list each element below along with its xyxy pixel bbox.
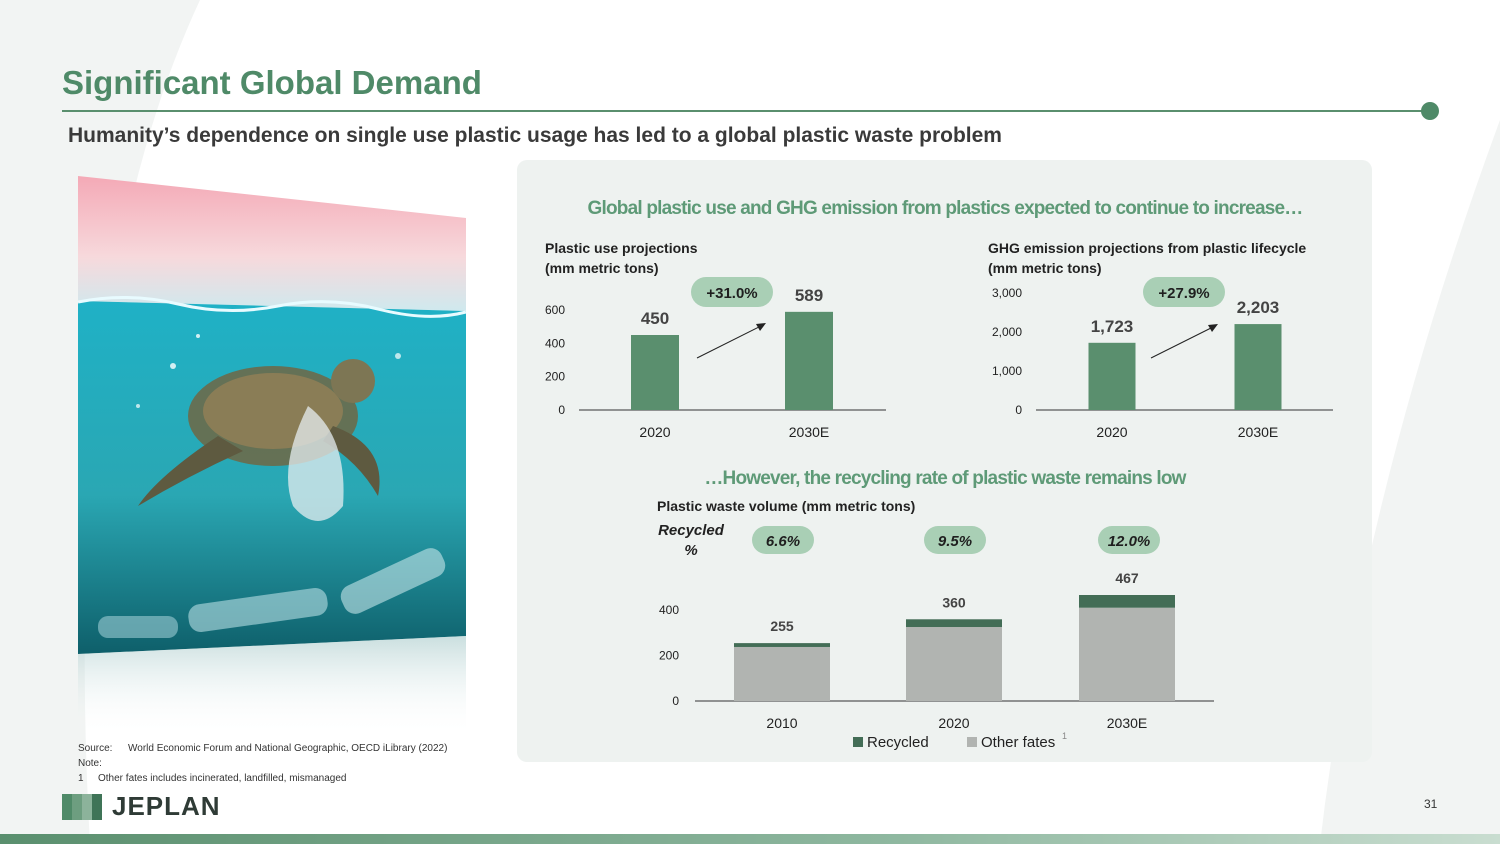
source-text: World Economic Forum and National Geogra… bbox=[128, 743, 448, 754]
chart1-title-line2: (mm metric tons) bbox=[545, 260, 659, 276]
chart2-title-line1: GHG emission projections from plastic li… bbox=[988, 240, 1306, 256]
chart1-title-line1: Plastic use projections bbox=[545, 240, 698, 256]
headline-bottom: …However, the recycling rate of plastic … bbox=[704, 468, 1186, 489]
chart1-ytick-label: 200 bbox=[545, 370, 565, 384]
chart3-ytick-label: 400 bbox=[659, 603, 679, 617]
chart2-ytick-label: 2,000 bbox=[992, 325, 1022, 339]
chart1-bar bbox=[631, 335, 679, 410]
sea-turtle-plastic-photo bbox=[78, 176, 467, 736]
chart3-bar-other bbox=[734, 646, 830, 701]
chart1-growth-arrowhead bbox=[756, 323, 766, 331]
footnotes: Source: World Economic Forum and National… bbox=[78, 741, 447, 786]
plastic-use-chart: Plastic use projections (mm metric tons)… bbox=[545, 240, 886, 440]
chart1-bar bbox=[785, 311, 833, 410]
chart3-bar-recycled bbox=[734, 643, 830, 647]
logo-mark-icon bbox=[62, 793, 102, 820]
chart3-category-label: 2010 bbox=[766, 715, 797, 731]
chart2-value-label: 2,203 bbox=[1237, 298, 1280, 317]
page-title: Significant Global Demand bbox=[62, 64, 482, 101]
recycled-pct-label: 6.6% bbox=[766, 533, 800, 550]
source-line: Source: World Economic Forum and National… bbox=[78, 741, 447, 756]
chart2-growth-arrowhead bbox=[1208, 324, 1218, 332]
recycled-pct-label: 9.5% bbox=[938, 533, 972, 550]
chart2-growth-arrow bbox=[1150, 325, 1216, 359]
chart3-category-label: 2020 bbox=[938, 715, 969, 731]
legend-other-label: Other fates bbox=[981, 734, 1055, 751]
note-line: 1 Other fates includes incinerated, landf… bbox=[78, 771, 447, 786]
chart2-category-label: 2020 bbox=[1096, 424, 1127, 440]
legend-other-swatch bbox=[967, 737, 977, 747]
chart2-value-label: 1,723 bbox=[1091, 317, 1134, 336]
title-divider bbox=[62, 110, 1424, 112]
legend-other-superscript: 1 bbox=[1062, 731, 1067, 741]
chart2-growth-badge bbox=[1143, 277, 1225, 307]
chart1-category-label: 2030E bbox=[789, 424, 829, 440]
ghg-emission-chart: GHG emission projections from plastic li… bbox=[988, 240, 1333, 440]
chart2-ytick-label: 3,000 bbox=[992, 286, 1022, 300]
chart2-ytick-label: 1,000 bbox=[992, 364, 1022, 378]
chart3-legend: Recycled Other fates 1 bbox=[853, 731, 1067, 751]
plastic-waste-chart: Plastic waste volume (mm metric tons) Re… bbox=[657, 498, 1214, 751]
chart2-category-label: 2030E bbox=[1238, 424, 1278, 440]
chart1-value-label: 589 bbox=[795, 286, 823, 305]
chart1-ytick-label: 400 bbox=[545, 336, 565, 350]
note-text: Other fates includes incinerated, landfi… bbox=[98, 773, 347, 784]
page-subtitle: Humanity’s dependence on single use plas… bbox=[68, 124, 1002, 147]
chart3-ytick-label: 0 bbox=[672, 694, 679, 708]
chart3-total-label: 467 bbox=[1115, 570, 1139, 586]
chart3-total-label: 255 bbox=[770, 618, 794, 634]
chart2-growth-label: +27.9% bbox=[1158, 285, 1209, 302]
chart1-value-label: 450 bbox=[641, 309, 669, 328]
headline-top: Global plastic use and GHG emission from… bbox=[588, 198, 1303, 219]
charts-panel: Global plastic use and GHG emission from… bbox=[517, 160, 1372, 762]
legend-recycled-swatch bbox=[853, 737, 863, 747]
chart3-bar-recycled bbox=[906, 619, 1002, 628]
chart3-bar-other bbox=[906, 627, 1002, 701]
legend-recycled-label: Recycled bbox=[867, 734, 929, 751]
recycled-pct-badge bbox=[752, 526, 814, 554]
logo-text: JEPLAN bbox=[112, 791, 221, 821]
recycled-pct-label: 12.0% bbox=[1108, 533, 1151, 550]
page-number: 31 bbox=[1424, 797, 1438, 811]
charts-canvas: Global plastic use and GHG emission from… bbox=[545, 198, 1333, 751]
chart3-title: Plastic waste volume (mm metric tons) bbox=[657, 498, 915, 514]
recycled-pct-title-line1: Recycled bbox=[658, 522, 725, 539]
note-number: 1 bbox=[78, 773, 84, 784]
recycled-pct-badge bbox=[1098, 526, 1160, 554]
chart1-growth-badge bbox=[691, 277, 773, 307]
chart1-ytick-label: 0 bbox=[558, 403, 565, 417]
chart3-ytick-label: 200 bbox=[659, 649, 679, 663]
chart1-growth-arrow bbox=[696, 324, 764, 359]
chart1-growth-label: +31.0% bbox=[706, 285, 757, 302]
jeplan-logo: JEPLAN bbox=[62, 791, 221, 822]
title-dot bbox=[1421, 102, 1439, 120]
chart3-bar-other bbox=[1079, 607, 1175, 701]
chart3-total-label: 360 bbox=[942, 594, 966, 610]
chart3-bar-recycled bbox=[1079, 595, 1175, 608]
recycled-pct-title-line2: % bbox=[684, 542, 697, 559]
chart2-ytick-label: 0 bbox=[1015, 403, 1022, 417]
note-label: Note: bbox=[78, 758, 102, 769]
source-label: Source: bbox=[78, 743, 113, 754]
recycled-pct-badge bbox=[924, 526, 986, 554]
chart2-title-line2: (mm metric tons) bbox=[988, 260, 1102, 276]
chart3-category-label: 2030E bbox=[1107, 715, 1147, 731]
chart2-bar bbox=[1234, 324, 1282, 410]
chart1-category-label: 2020 bbox=[639, 424, 670, 440]
bottom-bar bbox=[0, 834, 1500, 844]
chart1-ytick-label: 600 bbox=[545, 303, 565, 317]
chart2-bar bbox=[1088, 342, 1136, 410]
